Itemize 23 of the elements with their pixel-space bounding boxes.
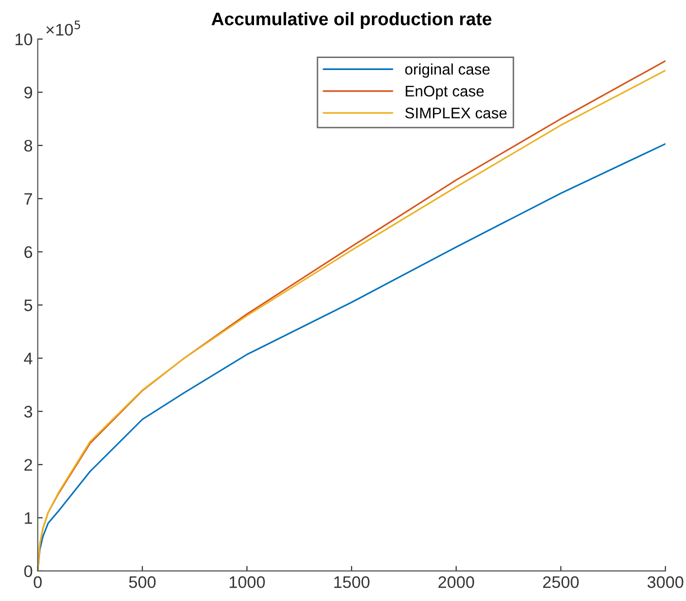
y-tick-label: 5: [24, 300, 32, 312]
text: ×10$^{5}$: [46, 20, 80, 36]
y-tick-label: 6: [24, 246, 32, 258]
y-tick-label: 1: [24, 512, 32, 524]
chart-title: Accumulative oil production rate: [212, 12, 492, 29]
y-tick-label: 10: [16, 33, 32, 46]
y-tick-label: 0: [24, 565, 32, 578]
y-tick-label: 7: [24, 193, 32, 205]
x-tick-label: 1000: [230, 576, 265, 588]
x-tick-label: 0: [34, 576, 42, 588]
x-tick-label: 2500: [543, 576, 579, 588]
y-tick-label: 8: [24, 140, 32, 152]
legend-label: EnOpt case: [406, 86, 484, 100]
x-tick-label: 2000: [438, 576, 474, 588]
x-tick-label: 500: [129, 576, 156, 588]
x-tick-label: 1500: [334, 576, 370, 588]
x-tick-label: 3000: [648, 576, 684, 588]
y-tick-label: 2: [24, 458, 32, 471]
y-tick-label: 3: [24, 406, 32, 418]
y-tick-label: 9: [24, 86, 32, 98]
legend-label: original case: [405, 63, 490, 78]
y-tick-label: 4: [24, 352, 32, 364]
legend-label: SIMPLEX case: [405, 108, 507, 118]
